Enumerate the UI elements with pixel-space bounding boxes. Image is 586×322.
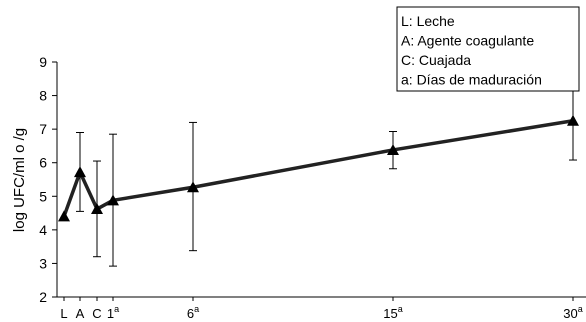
y-tick-label: 6: [39, 155, 47, 171]
legend-entry: L: Leche: [401, 13, 455, 29]
y-tick-label: 8: [39, 88, 47, 104]
y-axis-label: log UFC/ml o /g: [11, 128, 28, 232]
data-point: [107, 194, 119, 206]
y-tick-label: 7: [39, 121, 47, 137]
x-tick-label: 30a: [563, 304, 582, 321]
series-line: [62, 119, 574, 218]
data-point: [187, 181, 199, 193]
axes: [56, 62, 586, 298]
data-point: [567, 114, 579, 126]
x-tick-label: 15a: [383, 304, 402, 321]
data-point: [91, 203, 103, 215]
legend-entry: A: Agente coagulante: [401, 33, 534, 49]
y-tick-label: 3: [39, 255, 47, 271]
legend-entry: C: Cuajada: [401, 52, 471, 68]
y-tick-label: 9: [39, 54, 47, 70]
data-point: [74, 166, 86, 178]
error-bars: [76, 81, 577, 267]
y-tick-label: 4: [39, 222, 47, 238]
x-ticks: L A C 1a 6a 15a 30a: [60, 297, 583, 321]
x-tick-label: 1a: [107, 304, 119, 321]
legend: L: Leche A: Agente coagulante C: Cuajada a:…: [396, 6, 580, 92]
y-tick-label: 2: [39, 289, 47, 305]
data-point: [387, 143, 399, 155]
legend-box: [396, 6, 580, 92]
legend-entry: a: Días de maduración: [401, 72, 542, 88]
series: [58, 114, 579, 222]
x-tick-label: L: [60, 306, 67, 321]
data-point: [58, 210, 70, 222]
x-tick-label: 6a: [187, 304, 199, 321]
y-tick-label: 5: [39, 188, 47, 204]
x-tick-label: A: [76, 306, 85, 321]
y-ticks: 2 3 4 5 6 7 8 9: [39, 54, 57, 305]
x-tick-label: C: [92, 306, 101, 321]
